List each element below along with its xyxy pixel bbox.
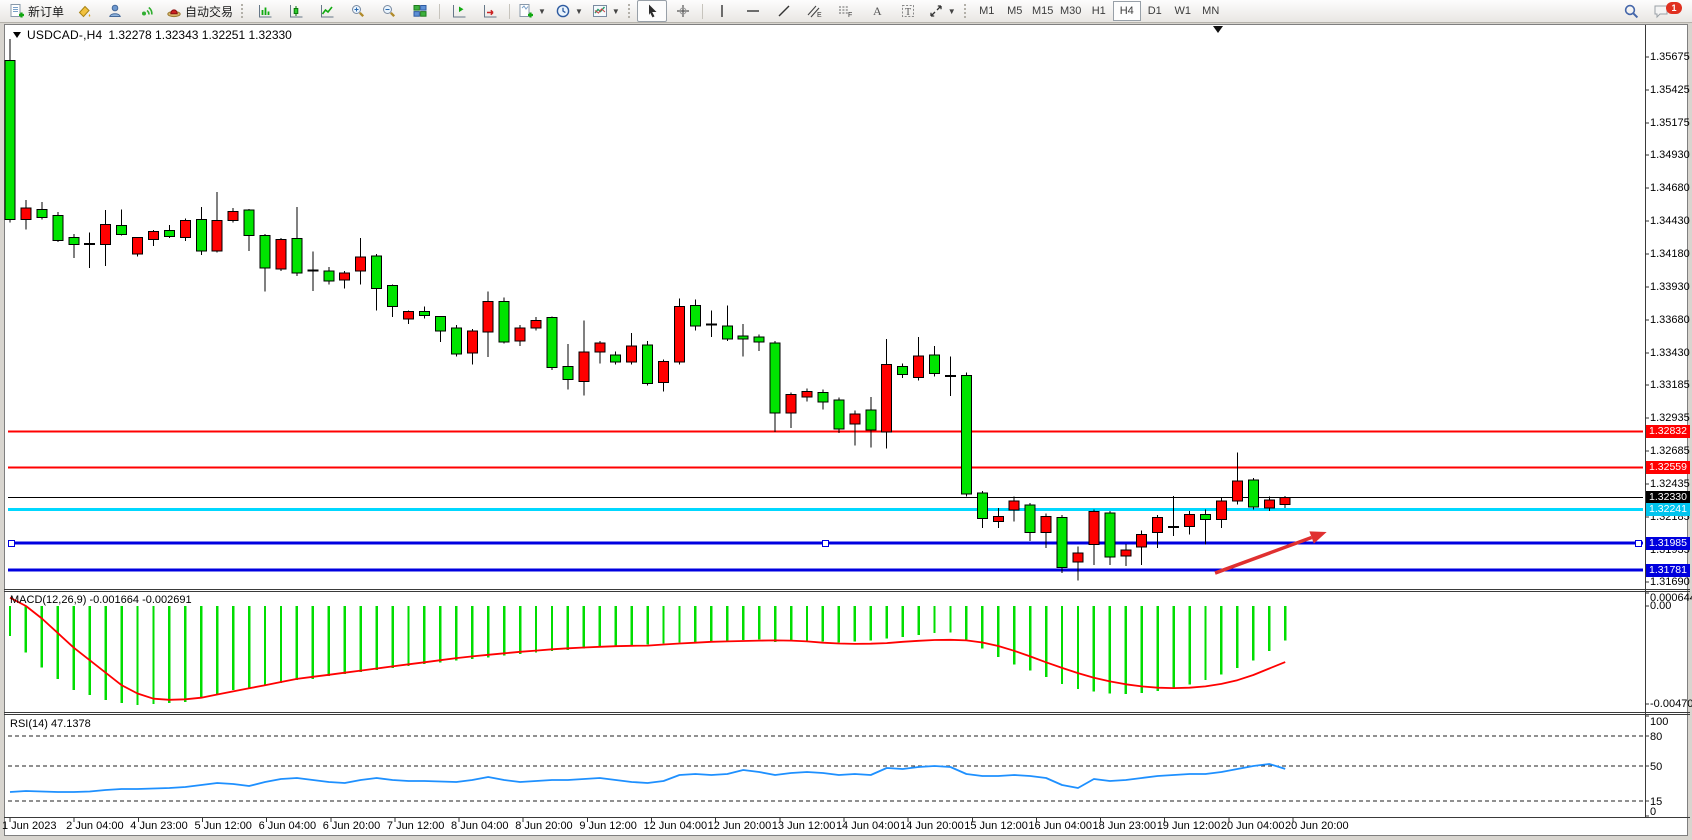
new-chart-icon	[519, 4, 534, 18]
tile-windows-button[interactable]	[405, 0, 435, 22]
macd-indicator-label: MACD(12,26,9) -0.001664 -0.002691	[10, 594, 192, 606]
tile-windows-icon	[413, 5, 427, 17]
new-order-button[interactable]: 新订单	[5, 0, 68, 22]
autotrading-label: 自动交易	[185, 4, 234, 19]
styler-button[interactable]	[69, 0, 99, 22]
notifications-button[interactable]: 1	[1647, 0, 1682, 22]
cursor-tool-button[interactable]	[636, 0, 667, 22]
toolbar-grip	[963, 4, 969, 18]
chart-shift-icon	[453, 5, 466, 18]
mql5-community-button[interactable]	[100, 0, 130, 22]
dropdown-caret: ▼	[947, 6, 956, 16]
template-chart-icon	[592, 5, 607, 17]
text-label-icon: T	[901, 5, 914, 18]
text-label-tool-button[interactable]: T	[893, 0, 923, 22]
svg-text:E: E	[817, 12, 822, 19]
bar-chart-mode-button[interactable]	[250, 0, 280, 22]
notification-count-badge: 1	[1666, 2, 1682, 14]
autotrading-icon	[167, 9, 181, 18]
timeframe-button-h4[interactable]: H4	[1112, 1, 1141, 21]
new-order-icon	[10, 4, 24, 18]
chart-title-row: USDCAD-,H4 1.32278 1.32343 1.32251 1.323…	[13, 28, 292, 42]
timeframe-button-d1[interactable]: D1	[1147, 5, 1162, 17]
fibonacci-icon: F	[839, 6, 853, 19]
collapse-triangle-icon[interactable]	[13, 32, 21, 38]
paint-bucket-icon	[78, 5, 91, 18]
zoom-in-icon	[352, 5, 365, 18]
chart-window[interactable]	[4, 24, 1688, 836]
svg-text:F: F	[848, 12, 852, 19]
chart-ohlc-quotes: 1.32278 1.32343 1.32251 1.32330	[108, 28, 292, 42]
channel-icon: E	[807, 5, 822, 19]
crosshair-tool-button[interactable]	[668, 0, 698, 22]
trend-arrow-head[interactable]	[1309, 531, 1327, 544]
svg-text:A: A	[873, 4, 882, 18]
timeframe-button-m15[interactable]: M15	[1032, 5, 1054, 17]
new-chart-button[interactable]: ▼	[514, 0, 550, 22]
chart-shift-button[interactable]	[444, 0, 474, 22]
candles-group	[4, 39, 1291, 581]
bar-chart-icon	[259, 5, 272, 18]
arrows-tool-button[interactable]: ▼	[924, 0, 960, 22]
search-button[interactable]	[1616, 0, 1646, 22]
vertical-line-tool-button[interactable]	[707, 0, 737, 22]
fibonacci-tool-button[interactable]: F	[831, 0, 861, 22]
search-icon	[1624, 4, 1638, 18]
toolbar-separator	[439, 3, 441, 19]
timeframe-toolbar: M1 M5 M15 M30 H1 H4 D1 W1 MN	[973, 1, 1225, 21]
zoom-out-icon	[383, 5, 396, 18]
dropdown-caret: ▼	[574, 6, 583, 16]
macd-histogram	[8, 606, 1287, 705]
text-icon: A	[873, 4, 882, 18]
signals-button[interactable]	[131, 0, 161, 22]
cursor-arrow-icon	[648, 4, 657, 18]
auto-scroll-button[interactable]	[475, 0, 505, 22]
main-toolbar: 新订单 自动交易 ▼ ▼	[0, 0, 1692, 23]
toolbar-separator	[701, 3, 703, 19]
trendline-tool-button[interactable]	[769, 0, 799, 22]
timeframe-button-m5[interactable]: M5	[1007, 5, 1023, 17]
line-chart-mode-button[interactable]	[312, 0, 342, 22]
periods-button[interactable]: ▼	[551, 0, 587, 22]
text-tool-button[interactable]: A	[862, 0, 892, 22]
toolbar-separator	[509, 3, 511, 19]
chart-shift-marker[interactable]	[1213, 26, 1223, 33]
rsi-indicator-label: RSI(14) 47.1378	[10, 718, 91, 730]
clock-icon	[556, 4, 570, 18]
horizontal-line-tool-button[interactable]	[738, 0, 768, 22]
horizontal-line-icon	[746, 10, 759, 12]
timeframe-button-h1[interactable]: H1	[1091, 5, 1106, 17]
timeframe-button-m1[interactable]: M1	[979, 5, 995, 17]
dropdown-caret: ▼	[538, 6, 546, 16]
line-chart-icon	[321, 5, 334, 18]
svg-text:T: T	[905, 7, 911, 18]
rsi-line	[9, 763, 1286, 793]
templates-button[interactable]: ▼	[588, 0, 624, 22]
candlestick-mode-button[interactable]	[281, 0, 311, 22]
zoom-in-button[interactable]	[343, 0, 373, 22]
timeframe-button-mn[interactable]: MN	[1202, 5, 1220, 17]
macd-signal-line	[9, 596, 1286, 701]
autotrading-button[interactable]: 自动交易	[162, 0, 237, 22]
trend-arrow-shaft[interactable]	[1214, 535, 1313, 575]
chart-symbol-period: USDCAD-,H4	[27, 28, 103, 42]
arrows-shapes-icon	[930, 5, 942, 17]
crosshair-icon	[676, 5, 689, 17]
zoom-out-button[interactable]	[374, 0, 404, 22]
timeframe-button-m30[interactable]: M30	[1060, 5, 1082, 17]
toolbar-grip	[627, 4, 633, 18]
toolbar-grip	[241, 4, 246, 18]
auto-scroll-icon	[484, 5, 497, 18]
candlestick-icon	[290, 5, 303, 18]
vertical-line-icon	[721, 5, 723, 17]
new-order-label: 新订单	[28, 4, 65, 19]
community-person-icon	[109, 4, 121, 17]
timeframe-button-w1[interactable]: W1	[1174, 5, 1191, 17]
equidistant-channel-tool-button[interactable]: E	[800, 0, 830, 22]
signal-broadcast-icon	[142, 6, 153, 16]
dropdown-caret: ▼	[611, 6, 620, 16]
trendline-icon	[778, 5, 790, 17]
